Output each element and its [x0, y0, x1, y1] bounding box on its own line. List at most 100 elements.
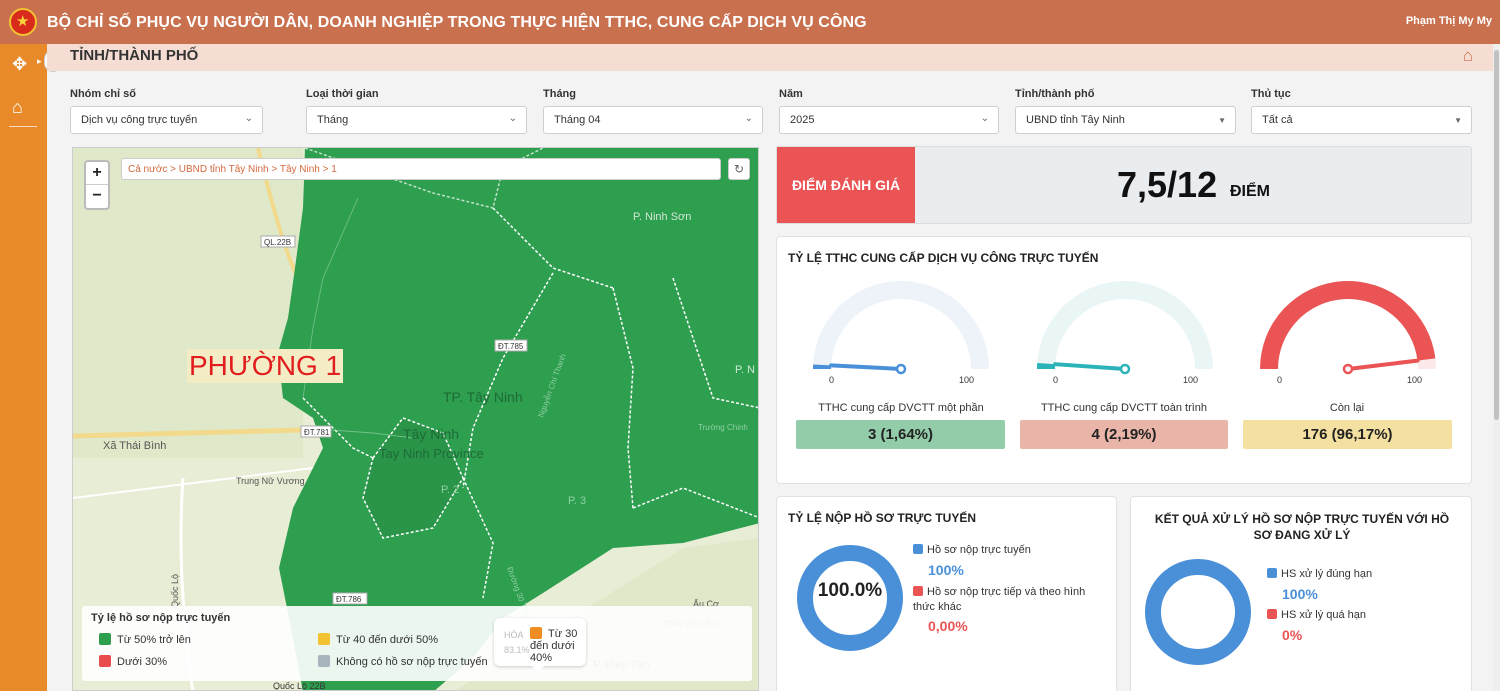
legend-item: Từ 40 đến dưới 50%	[318, 633, 438, 646]
gauge-max-label: 100	[1407, 375, 1423, 385]
gauge-caption: TTHC cung cấp DVCTT toàn trình	[1040, 402, 1208, 414]
legend-label: Hồ sơ nộp trực tiếp và theo hình thức kh…	[913, 586, 1086, 613]
submission-donut-chart	[797, 545, 903, 651]
filter-label-month: Tháng	[543, 88, 576, 100]
tooltip-name: HÒA	[504, 630, 524, 640]
gauge-value-box: 4 (2,19%)	[1020, 420, 1228, 449]
legend-item: HS xử lý đúng hạn	[1267, 568, 1372, 580]
svg-text:QL.22B: QL.22B	[264, 238, 291, 247]
zoom-in-button[interactable]: +	[86, 162, 108, 185]
svg-text:P. Ninh Sơn: P. Ninh Sơn	[633, 211, 691, 223]
legend-label: Dưới 30%	[117, 656, 168, 668]
legend-label: Từ 50% trở lên	[117, 634, 191, 646]
choropleth-map[interactable]: P. Ninh Sơn TP. Tây Ninh Tây Ninh Tay Ni…	[72, 147, 759, 691]
card-title: TỶ LỆ NỘP HỒ SƠ TRỰC TUYẾN	[788, 511, 976, 525]
chevron-down-icon: ⌄	[744, 113, 753, 124]
ward-label[interactable]: PHƯỜNG 1	[187, 349, 344, 383]
score-label: ĐIỂM ĐÁNH GIÁ	[777, 147, 915, 223]
procedure-select[interactable]: Tất cả ▼	[1251, 106, 1472, 134]
legend-swatch	[1267, 568, 1277, 578]
gauge-caption: Còn lại	[1329, 402, 1365, 414]
filter-label-province: Tỉnh/thành phố	[1015, 88, 1095, 100]
scrollbar-thumb[interactable]	[1494, 50, 1499, 420]
gauge-min-label: 0	[829, 375, 835, 385]
svg-text:Xã Thái Bình: Xã Thái Bình	[103, 440, 166, 452]
select-value: Tháng	[317, 114, 349, 126]
legend-item: Từ 30 đến dưới 40%	[530, 627, 586, 664]
user-name[interactable]: Phạm Thị My My	[1405, 15, 1492, 27]
gauge-needle	[1346, 358, 1420, 371]
gauge-needle	[829, 363, 903, 371]
donut-center-label: 100.0%	[817, 580, 883, 601]
svg-text:Tay Ninh Province: Tay Ninh Province	[379, 446, 484, 461]
gauge-charts	[813, 280, 1436, 375]
svg-text:Quốc Lộ 22B: Quốc Lộ 22B	[273, 681, 326, 691]
legend-value: 0,00%	[928, 618, 968, 634]
map-tooltip: HÒA 83.1% Từ 30 đến dưới 40%	[494, 618, 586, 672]
page-title: TỈNH/THÀNH PHỐ	[70, 47, 199, 64]
gauge-hub	[1119, 363, 1131, 375]
legend-value: 0%	[1282, 627, 1303, 643]
page-scrollbar[interactable]	[1493, 44, 1500, 691]
legend-item: HS xử lý quá hạn	[1267, 609, 1366, 621]
select-value: Dịch vụ công trực tuyến	[81, 114, 198, 126]
online-submission-card: TỶ LỆ NỘP HỒ SƠ TRỰC TUYẾN 100.0% Hồ sơ …	[776, 496, 1117, 691]
processing-donut-chart	[1145, 559, 1251, 665]
map-breadcrumb[interactable]: Cả nước > UBND tỉnh Tây Ninh > Tây Ninh …	[121, 158, 721, 180]
gauge-track	[813, 281, 989, 369]
processing-result-card: KẾT QUẢ XỬ LÝ HỒ SƠ NỘP TRỰC TUYẾN VỚI H…	[1130, 496, 1472, 691]
legend-swatch	[99, 655, 111, 667]
legend-swatch	[318, 633, 330, 645]
legend-value: 100%	[928, 562, 964, 578]
card-title: KẾT QUẢ XỬ LÝ HỒ SƠ NỘP TRỰC TUYẾN VỚI H…	[1154, 512, 1450, 542]
home-icon[interactable]: ⌂	[12, 97, 23, 117]
refresh-icon[interactable]: ↻	[728, 158, 750, 180]
gauge-fill	[1260, 280, 1436, 369]
page-title-bar: TỈNH/THÀNH PHỐ ⌂	[47, 44, 1493, 71]
gauge-fill	[813, 364, 832, 369]
select-value: Tháng 04	[554, 114, 601, 126]
legend-label: HS xử lý quá hạn	[1281, 609, 1367, 621]
compass-icon[interactable]: ✥	[12, 54, 28, 74]
donut-segment-ontime	[1145, 559, 1251, 665]
zoom-out-button[interactable]: −	[92, 187, 102, 204]
month-select[interactable]: Tháng 04 ⌄	[543, 106, 763, 134]
gauge-caption: TTHC cung cấp DVCTT một phần	[818, 402, 984, 414]
legend-swatch	[99, 633, 111, 645]
gauge-max-label: 100	[959, 375, 975, 385]
caret-down-icon: ▼	[1454, 116, 1462, 125]
filter-label-procedure: Thủ tục	[1251, 88, 1291, 100]
svg-text:Tây Ninh: Tây Ninh	[403, 426, 459, 442]
sidebar-divider	[9, 126, 37, 127]
gauge-fill	[1037, 362, 1056, 369]
province-select[interactable]: UBND tỉnh Tây Ninh ▼	[1015, 106, 1236, 134]
svg-text:TP. Tây Ninh: TP. Tây Ninh	[443, 389, 523, 405]
sidebar: ✥ ▸ ⌂	[0, 44, 47, 691]
indicator-group-select[interactable]: Dịch vụ công trực tuyến ⌄	[70, 106, 263, 134]
year-select[interactable]: 2025 ⌄	[779, 106, 999, 134]
svg-text:P. 2: P. 2	[441, 484, 459, 496]
svg-text:Trường Chinh: Trường Chinh	[698, 423, 748, 432]
gauge-hub	[1342, 363, 1354, 375]
chevron-right-icon[interactable]: ▸	[37, 56, 42, 66]
caret-down-icon: ▼	[1218, 116, 1226, 125]
national-emblem-logo	[9, 8, 37, 36]
time-type-select[interactable]: Tháng ⌄	[306, 106, 527, 134]
svg-text:P. 3: P. 3	[568, 495, 586, 507]
home-icon[interactable]: ⌂	[1462, 46, 1473, 65]
select-value: 2025	[790, 114, 815, 126]
score-card: ĐIỂM ĐÁNH GIÁ 7,5/12 ĐIỂM	[776, 146, 1472, 224]
legend-swatch	[1267, 609, 1277, 619]
tooltip-value: 83.1%	[504, 645, 530, 655]
svg-text:P. N: P. N	[735, 364, 755, 376]
chevron-down-icon: ⌄	[508, 113, 517, 124]
svg-text:ĐT.786: ĐT.786	[336, 595, 362, 604]
score-unit: ĐIỂM	[1230, 183, 1270, 200]
app-title: BỘ CHỈ SỐ PHỤC VỤ NGƯỜI DÂN, DOANH NGHIỆ…	[47, 14, 867, 31]
gauge-value-box: 3 (1,64%)	[796, 420, 1005, 449]
top-header: BỘ CHỈ SỐ PHỤC VỤ NGƯỜI DÂN, DOANH NGHIỆ…	[0, 0, 1500, 44]
legend-swatch	[913, 544, 923, 554]
legend-title: Tỷ lệ hồ sơ nộp trực tuyến	[91, 612, 231, 624]
legend-item: Dưới 30%	[99, 655, 167, 668]
legend-swatch	[913, 586, 923, 596]
